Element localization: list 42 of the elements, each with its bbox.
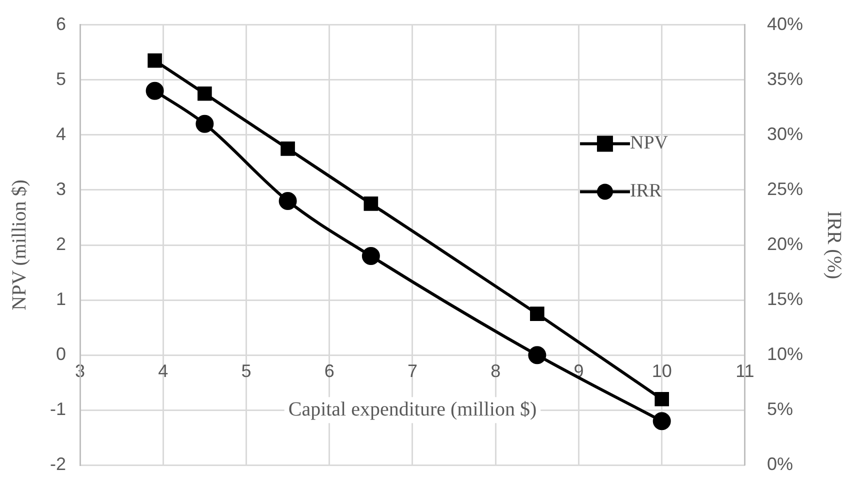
point	[528, 346, 546, 364]
point	[364, 196, 378, 211]
legend-label: NPV	[630, 132, 668, 154]
x-tick-label: 5	[241, 360, 252, 381]
y-tick-label: -2	[50, 454, 66, 474]
point	[530, 306, 544, 321]
x-axis-title: Capital expenditure (million $)	[288, 398, 537, 420]
point	[652, 412, 671, 430]
y-tick-label: 4	[56, 124, 66, 144]
y-tick-label: 6	[56, 14, 66, 34]
y2-tick-label: 10%	[766, 344, 804, 364]
y2-tick-label: 15%	[766, 289, 804, 310]
point	[198, 86, 212, 101]
point	[278, 192, 297, 210]
y-tick-label: -1	[50, 399, 66, 420]
x-tick-label: 11	[736, 360, 754, 381]
y2-tick-label: 0%	[766, 454, 793, 474]
y2-axis-title: IRR (%)	[822, 210, 845, 280]
legend-label: IRR	[630, 180, 662, 202]
point	[654, 392, 670, 406]
x-tick-label: 7	[407, 360, 418, 381]
y-tick-label: 1	[56, 289, 66, 310]
y-axis-title: NPV (million $)	[8, 180, 30, 310]
y2-tick-label: 20%	[766, 234, 804, 254]
x-tick-label: 4	[158, 360, 168, 381]
y2-tick-label: 35%	[766, 68, 804, 89]
y2-tick-label: 30%	[766, 124, 804, 144]
x-tick-label: 6	[324, 360, 334, 381]
y2-tick-label: 5%	[766, 399, 793, 420]
y-tick-label: 0	[56, 344, 66, 364]
y-tick-label: 5	[56, 68, 66, 89]
y-tick-label: 2	[56, 234, 66, 254]
point	[196, 114, 214, 133]
x-tick-label: 10	[652, 360, 672, 381]
point	[148, 53, 162, 68]
point	[280, 142, 295, 156]
y-tick-label: 3	[56, 178, 66, 199]
y2-tick-label: 40%	[766, 14, 804, 34]
y2-tick-label: 25%	[766, 178, 804, 199]
x-tick-label: 8	[490, 360, 501, 381]
point	[362, 247, 380, 266]
point	[146, 82, 164, 100]
